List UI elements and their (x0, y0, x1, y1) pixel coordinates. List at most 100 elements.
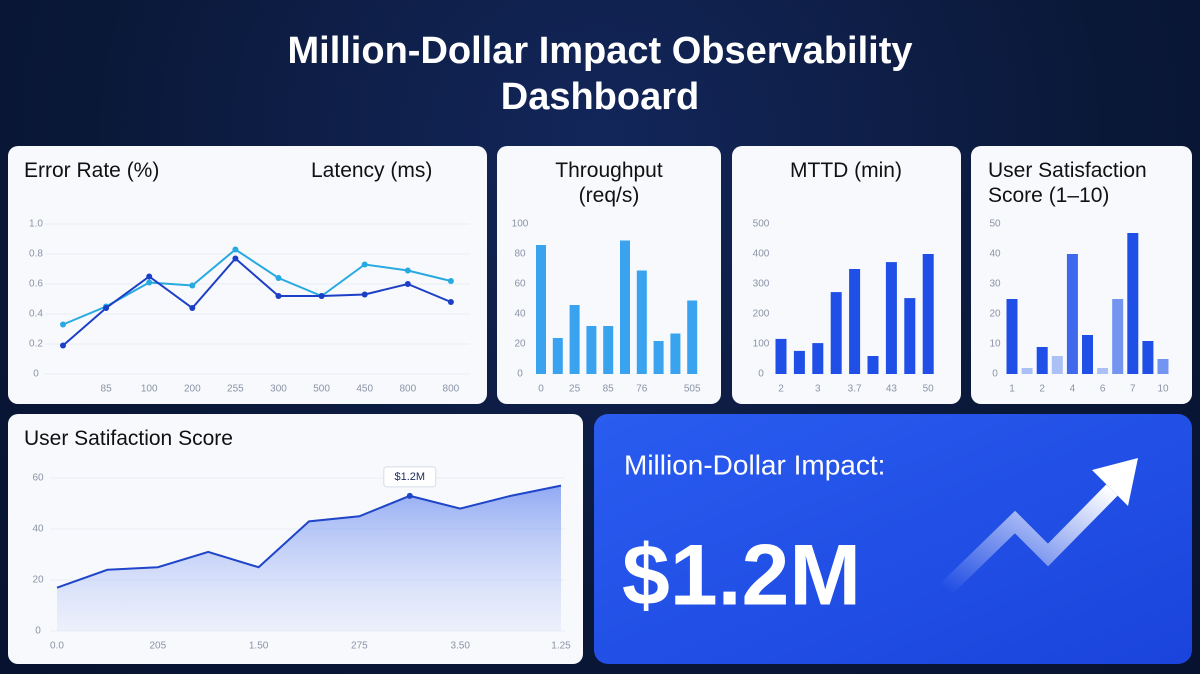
x-tick-label: 2 (1039, 384, 1045, 395)
y-tick-label: 60 (32, 473, 44, 484)
x-tick-label: 76 (636, 384, 648, 395)
y-tick-label: 60 (514, 279, 526, 290)
x-tick-label: 275 (351, 641, 368, 652)
point (275, 275, 282, 281)
bar (793, 350, 805, 374)
bar (552, 338, 563, 374)
x-tick-label: 25 (569, 384, 581, 395)
kpi-card (594, 414, 1192, 664)
bar (922, 254, 934, 374)
annotation-box (383, 466, 437, 488)
y-tick-label: 0.8 (29, 249, 43, 260)
y-tick-label: 20 (989, 309, 1001, 320)
trend-arrow (939, 484, 1118, 596)
x-tick-label: 43 (886, 384, 898, 395)
bar (603, 326, 614, 374)
bar (1066, 254, 1078, 374)
y-tick-label: 300 (753, 279, 770, 290)
point (361, 291, 368, 298)
point (232, 255, 239, 262)
card-title: Throughput (req/s) (555, 159, 663, 207)
bar (687, 300, 698, 374)
card-title: MTTD (min) (790, 159, 902, 182)
bar (830, 292, 842, 374)
trend-arrowhead (1092, 458, 1138, 506)
y-tick-label: 40 (989, 249, 1001, 260)
line (62, 257, 452, 347)
line (62, 248, 452, 326)
y-tick-label: 40 (32, 524, 44, 535)
y-tick-label: 100 (512, 219, 529, 230)
bar (904, 298, 916, 374)
card (8, 146, 487, 404)
card-title: User Satisfaction Score (1–10) (988, 159, 1147, 207)
point (404, 267, 411, 274)
x-tick-label: 200 (184, 384, 201, 395)
bar (849, 269, 861, 374)
point (406, 492, 413, 499)
kpi-value: $1.2M (622, 528, 861, 624)
x-tick-label: 0 (538, 384, 544, 395)
x-tick-label: 85 (603, 384, 615, 395)
bar (636, 270, 647, 374)
bar (569, 305, 580, 374)
x-tick-label: 500 (313, 384, 330, 395)
y-tick-label: 0 (33, 369, 39, 380)
point (447, 299, 454, 305)
x-tick-label: 800 (443, 384, 460, 395)
bar (536, 245, 546, 374)
kpi-label: Million-Dollar Impact: (624, 449, 885, 480)
bar (867, 356, 879, 374)
area (57, 485, 561, 631)
y-tick-label: 30 (989, 279, 1001, 290)
y-tick-label: 0.4 (29, 309, 43, 320)
y-tick-label: 500 (753, 219, 770, 230)
x-tick-label: 10 (1157, 384, 1169, 395)
x-tick-label: 3.7 (848, 384, 862, 395)
y-tick-label: 80 (514, 249, 526, 260)
point (404, 281, 411, 287)
x-tick-label: 450 (356, 384, 373, 395)
x-tick-label: 6 (1100, 384, 1106, 395)
bar (812, 343, 824, 374)
y-tick-label: 0 (758, 369, 764, 380)
bar (1127, 233, 1139, 374)
y-tick-label: 50 (989, 219, 1001, 230)
bar (653, 341, 664, 374)
x-tick-label: 1.50 (249, 641, 269, 652)
y-tick-label: 0 (992, 369, 998, 380)
card-title: Latency (ms) (311, 159, 433, 182)
point (103, 305, 110, 311)
bar (775, 338, 787, 374)
x-tick-label: 1.25 (551, 641, 571, 652)
y-tick-label: 0.2 (29, 339, 43, 350)
bar (1157, 359, 1169, 374)
x-tick-label: 7 (1130, 384, 1136, 395)
x-tick-label: 505 (684, 384, 701, 395)
page-title: Million-Dollar Impact Observability Dash… (287, 30, 913, 118)
annotation: $1.2M (395, 471, 426, 483)
point (447, 278, 454, 284)
y-tick-label: 0 (35, 626, 41, 637)
x-tick-label: 3 (815, 384, 821, 395)
point (60, 342, 66, 349)
x-tick-label: 1 (1009, 384, 1015, 395)
x-tick-label: 205 (149, 641, 166, 652)
y-tick-label: 200 (753, 309, 770, 320)
x-tick-label: 4 (1070, 384, 1076, 395)
x-tick-label: 100 (141, 384, 158, 395)
y-tick-label: 20 (514, 339, 526, 350)
y-tick-label: 10 (989, 339, 1001, 350)
point (361, 261, 368, 268)
bar (620, 240, 630, 374)
x-tick-label: 3.50 (450, 641, 470, 652)
bar (1036, 347, 1048, 374)
point (146, 279, 153, 286)
x-tick-label: 2 (778, 384, 784, 395)
y-tick-label: 0.6 (29, 279, 43, 290)
x-tick-label: 0.0 (50, 641, 64, 652)
point (232, 246, 239, 253)
bar (1051, 356, 1063, 374)
y-tick-label: 0 (517, 369, 523, 380)
